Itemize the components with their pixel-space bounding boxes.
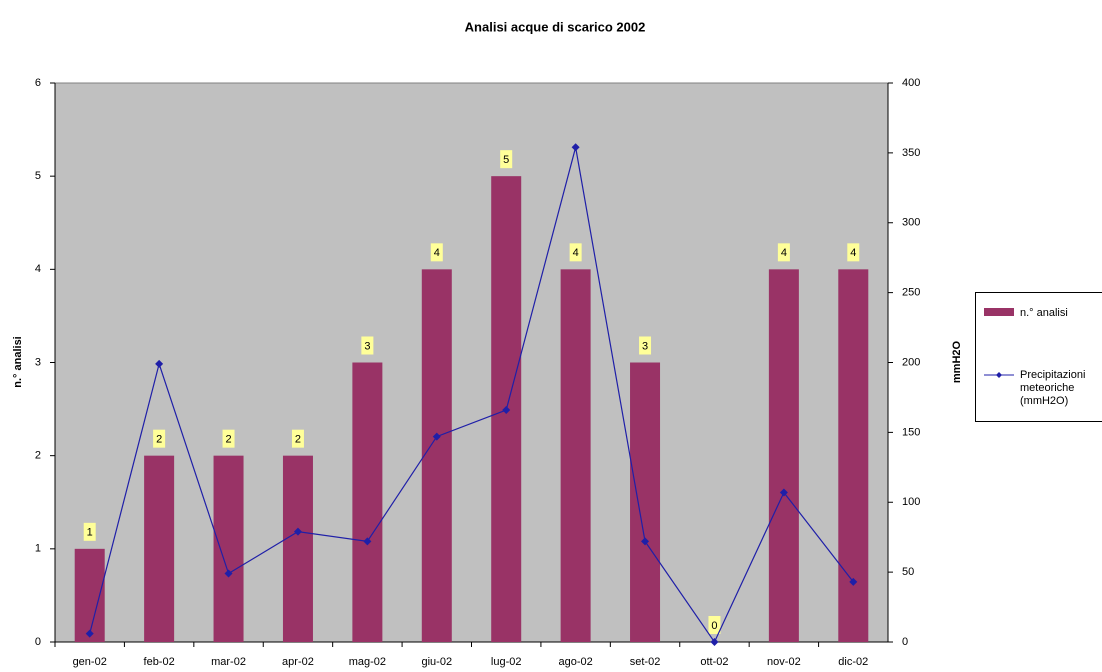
legend-item: Precipitazioni meteoriche (mmH2O) xyxy=(984,369,1090,408)
bar xyxy=(352,362,383,642)
y-tick-label: 1 xyxy=(35,543,41,555)
marker xyxy=(779,488,788,497)
y2-tick-label: 400 xyxy=(902,77,920,89)
value-label-bg xyxy=(569,243,582,262)
value-label: 2 xyxy=(295,434,301,446)
bar xyxy=(768,269,799,642)
legend-swatch xyxy=(984,308,1014,316)
swatch xyxy=(984,308,1014,316)
y-axis-title: n.° analisi xyxy=(12,336,24,387)
value-label-bg xyxy=(639,336,652,355)
value-label-bg xyxy=(83,522,96,541)
value-label: 4 xyxy=(850,247,856,259)
value-label: 2 xyxy=(156,434,162,446)
y2-tick-label: 100 xyxy=(902,496,920,508)
x-tick-label: ott-02 xyxy=(700,656,728,668)
marker xyxy=(363,537,372,546)
y-tick-label: 6 xyxy=(35,77,41,89)
value-label: 4 xyxy=(434,247,440,259)
legend-label: n.° analisi xyxy=(1020,307,1068,319)
marker xyxy=(293,527,302,536)
legend: n.° analisi Precipitazioni meteoriche (m… xyxy=(975,292,1102,422)
value-label: 3 xyxy=(642,340,648,352)
y-tick-label: 2 xyxy=(35,450,41,462)
y-tick-label: 3 xyxy=(35,356,41,368)
x-tick-label: ago-02 xyxy=(558,656,592,668)
value-label: 0 xyxy=(711,620,717,632)
legend-item: n.° analisi xyxy=(984,307,1095,320)
marker xyxy=(155,359,164,368)
marker xyxy=(710,638,719,646)
x-tick-label: lug-02 xyxy=(491,656,522,668)
marker xyxy=(224,569,233,578)
value-label-bg xyxy=(361,336,374,355)
x-tick-label: mar-02 xyxy=(211,656,246,668)
x-tick-label: giu-02 xyxy=(422,656,453,668)
marker xyxy=(571,143,580,152)
chart-title: Analisi acque di scarico 2002 xyxy=(465,19,646,34)
value-label: 3 xyxy=(364,340,370,352)
marker xyxy=(502,406,511,415)
value-label-bg xyxy=(708,616,721,634)
line xyxy=(89,147,854,644)
x-tick-label: set-02 xyxy=(630,656,661,668)
value-label: 4 xyxy=(573,247,579,259)
value-label-bg xyxy=(430,243,443,262)
y-tick-label: 4 xyxy=(35,263,41,275)
bar xyxy=(213,455,244,642)
y-tick-label: 0 xyxy=(35,636,41,648)
y2-axis-title: mmH2O xyxy=(951,340,963,383)
x-tick-label: gen-02 xyxy=(73,656,107,668)
y2-tick-label: 0 xyxy=(902,636,908,648)
swatch-marker xyxy=(996,372,1002,378)
legend-label: Precipitazioni meteoriche (mmH2O) xyxy=(1020,369,1086,407)
plot-area xyxy=(54,82,889,643)
x-tick-label: apr-02 xyxy=(282,656,314,668)
y2-tick-label: 150 xyxy=(902,426,920,438)
bar xyxy=(144,455,175,642)
x-tick-label: nov-02 xyxy=(767,656,801,668)
value-label: 2 xyxy=(225,434,231,446)
value-label: 4 xyxy=(781,247,787,259)
y2-tick-label: 200 xyxy=(902,356,920,368)
marker xyxy=(849,577,858,586)
bar xyxy=(282,455,313,642)
value-label-bg xyxy=(153,429,166,448)
y-tick-label: 5 xyxy=(35,170,41,182)
value-label-bg xyxy=(500,150,513,169)
bar xyxy=(630,362,661,642)
value-label: 5 xyxy=(503,154,509,166)
bar xyxy=(838,269,869,642)
value-label-bg xyxy=(777,243,790,262)
y2-tick-label: 300 xyxy=(902,217,920,229)
marker xyxy=(641,537,650,546)
value-label-bg xyxy=(222,429,235,448)
bar xyxy=(560,269,591,642)
bar xyxy=(421,269,452,642)
value-label-bg xyxy=(847,243,860,262)
bar xyxy=(74,548,105,642)
value-label-bg xyxy=(291,429,304,448)
x-tick-label: mag-02 xyxy=(349,656,386,668)
marker xyxy=(85,629,94,638)
value-label: 1 xyxy=(87,527,93,539)
marker xyxy=(432,432,441,441)
y2-tick-label: 50 xyxy=(902,566,914,578)
y2-tick-label: 250 xyxy=(902,287,920,299)
x-tick-label: dic-02 xyxy=(838,656,868,668)
legend-swatch xyxy=(984,372,1014,378)
y2-tick-label: 350 xyxy=(902,147,920,159)
x-tick-label: feb-02 xyxy=(144,656,175,668)
